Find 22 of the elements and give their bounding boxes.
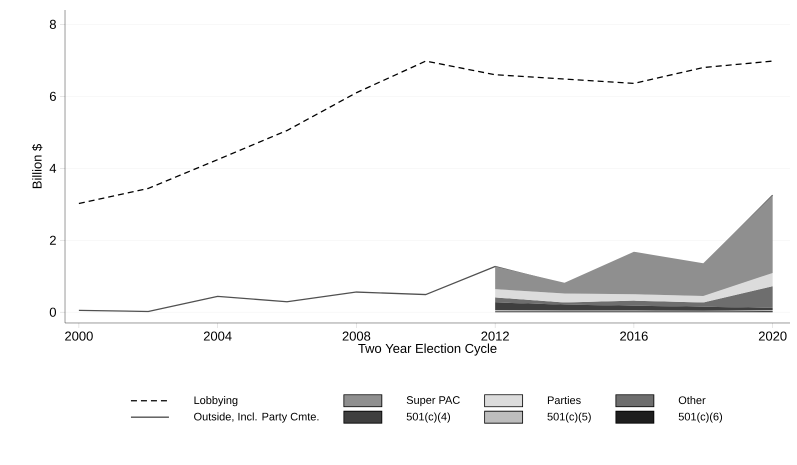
- x-tick-label: 2008: [342, 332, 370, 341]
- legend-label: 501(c)(6): [678, 412, 722, 423]
- legend-label: Parties: [548, 396, 581, 404]
- y-tick-label: 8: [50, 20, 56, 29]
- x-tick-label: 2020: [758, 332, 787, 341]
- line-series: [78, 60, 774, 204]
- y-tick-label: 0: [50, 308, 56, 317]
- legend-label: 501(c)(5): [547, 412, 591, 423]
- y-tick-label: 4: [50, 164, 56, 173]
- x-tick-label: 2000: [65, 332, 93, 341]
- legend-label: Outside, Incl. Party Cmte.: [194, 412, 318, 423]
- legend-label: Other: [678, 396, 706, 404]
- x-axis-title: Two Year Election Cycle: [358, 344, 496, 356]
- x-tick-label: 2016: [620, 332, 648, 341]
- legend-label: Super PAC: [406, 396, 460, 406]
- y-tick-label: 6: [50, 92, 56, 101]
- x-tick-label: 2012: [481, 332, 509, 341]
- legend-label: Lobbying: [194, 396, 238, 406]
- y-tick-label: 2: [50, 236, 56, 245]
- x-tick-label: 2004: [204, 332, 232, 341]
- legend-label: 501(c)(4): [406, 412, 450, 423]
- y-axis-title: Billion $: [32, 144, 42, 188]
